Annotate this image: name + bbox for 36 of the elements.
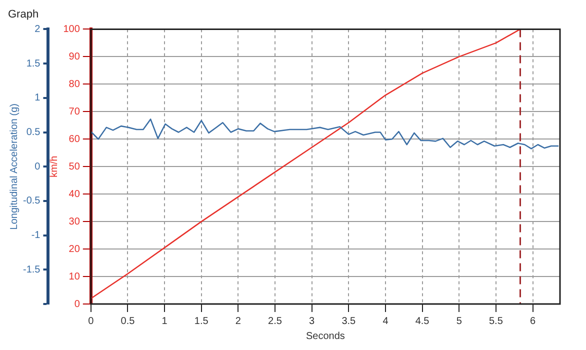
y2-tick-label: 90 [68,51,80,62]
y-tick-label: 1 [34,92,41,104]
y2-tick-label: 10 [68,271,80,282]
y2-tick-label: 20 [68,244,80,255]
y2-tick-label: 100 [63,24,80,35]
x-tick-label: 1.5 [194,316,209,327]
x-tick-label: 5 [456,316,462,327]
x-tick-label: 3.5 [342,316,356,327]
y-tick-label: -1 [31,230,41,242]
y2-tick-label: 0 [74,298,80,310]
x-tick-label: 2.5 [268,316,282,327]
y-tick-label: -1.5 [22,264,41,276]
x-tick-label: 5.5 [488,316,504,327]
x-tick-label: 3 [309,316,316,327]
y2-tick-label: 50 [68,161,80,172]
x-tick-label: 1 [162,316,168,327]
chart-title: Graph [8,8,39,21]
x-axis-title: Seconds [306,330,345,342]
y2-axis-title: km/h [48,156,60,178]
y-axis-title: Longitudinal Acceleration (g) [8,104,20,230]
y-tick-label: 1.5 [26,58,41,70]
y2-tick-label: 60 [68,134,80,145]
y-tick-label: 2 [34,24,41,35]
y2-tick-label: 30 [68,216,80,228]
x-tick-label: 4 [382,316,389,327]
y2-tick-label: 40 [68,188,80,200]
x-tick-label: 0.5 [120,316,136,327]
y-tick-label: 0.5 [26,127,41,138]
y2-tick-label: 70 [68,106,80,118]
y2-tick-label: 80 [68,78,80,90]
x-tick-label: 4.5 [415,316,430,327]
y-tick-label: 0 [34,161,41,172]
x-tick-label: 6 [530,316,536,327]
x-tick-label: 0 [88,316,94,327]
y-tick-label: -0.5 [22,196,41,207]
x-tick-label: 2 [235,316,242,327]
